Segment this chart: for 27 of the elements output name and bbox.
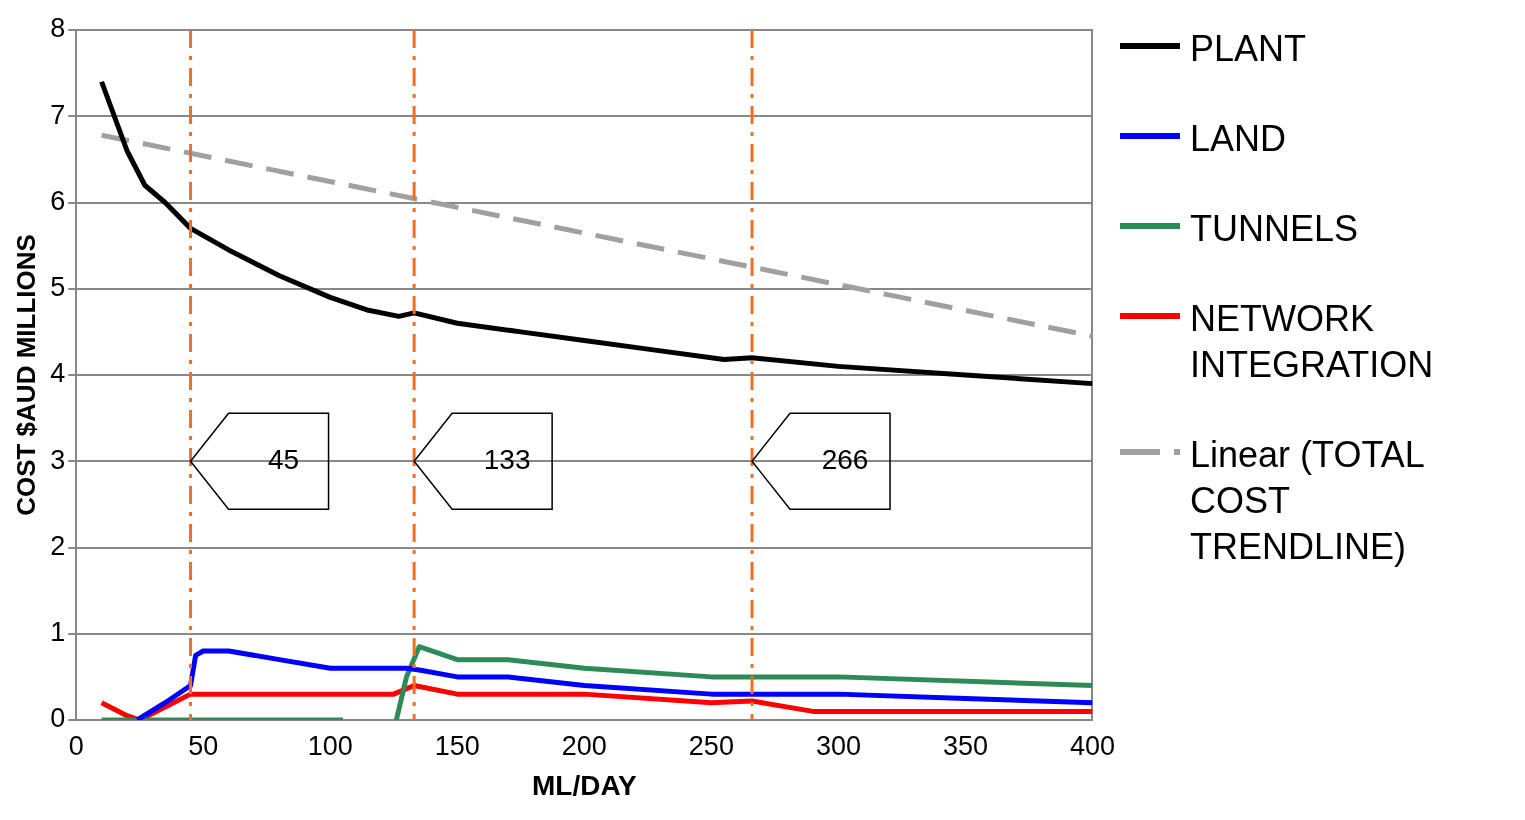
x-tick-label: 250 — [688, 730, 734, 761]
y-tick-label: 2 — [50, 530, 66, 561]
y-tick-label: 8 — [50, 13, 66, 44]
legend-label: PLANT — [1190, 27, 1307, 71]
legend-label: NETWORK INTEGRATION — [1190, 297, 1435, 387]
y-tick-label: 0 — [50, 703, 66, 734]
ref-line-label: 266 — [821, 443, 869, 475]
x-axis-title: ML/DAY — [531, 769, 638, 801]
ref-line-label: 45 — [267, 443, 300, 475]
legend-label: TUNNELS — [1190, 207, 1359, 251]
y-tick-label: 3 — [50, 444, 66, 475]
y-tick-label: 1 — [50, 617, 66, 648]
ref-line-label: 133 — [483, 443, 531, 475]
x-tick-label: 350 — [942, 730, 988, 761]
x-tick-label: 300 — [815, 730, 861, 761]
x-tick-label: 200 — [561, 730, 607, 761]
x-tick-label: 400 — [1069, 730, 1116, 761]
legend-label: LAND — [1190, 117, 1287, 161]
y-tick-label: 7 — [50, 99, 66, 130]
x-tick-label: 50 — [188, 730, 219, 761]
x-tick-label: 100 — [307, 730, 353, 761]
y-tick-label: 5 — [50, 272, 66, 303]
y-tick-label: 6 — [50, 185, 66, 216]
y-tick-label: 4 — [50, 358, 66, 389]
legend-label: Linear (TOTAL COST TRENDLINE) — [1190, 433, 1425, 569]
y-axis-title: COST $AUD MILLIONS — [10, 234, 41, 516]
x-tick-label: 150 — [434, 730, 480, 761]
